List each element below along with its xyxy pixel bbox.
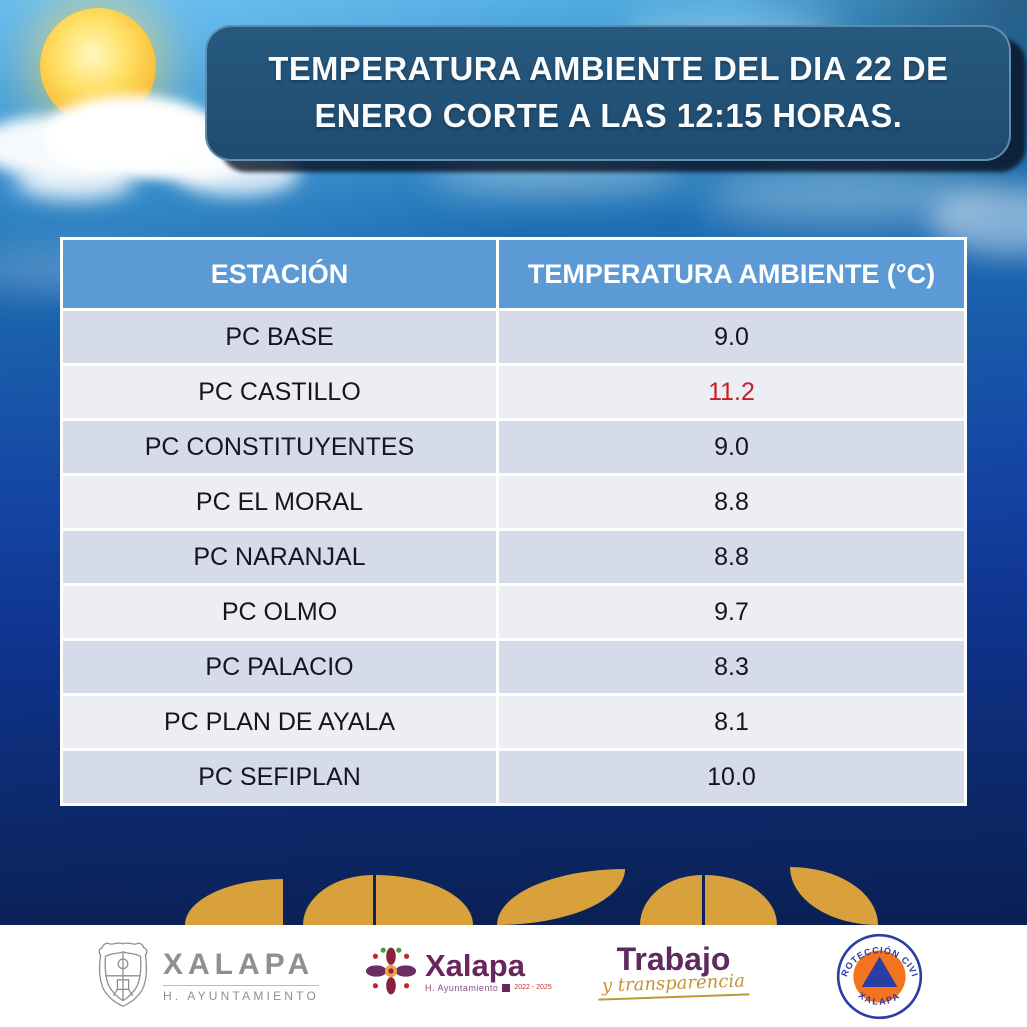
station-cell: PC OLMO <box>63 586 496 638</box>
gold-petal <box>303 875 373 925</box>
station-cell: PC BASE <box>63 311 496 363</box>
temp-cell: 8.3 <box>499 641 964 693</box>
temp-cell: 10.0 <box>499 751 964 803</box>
table-header-row: ESTACIÓN TEMPERATURA AMBIENTE (°C) <box>63 240 964 308</box>
table-row: PC CONSTITUYENTES 9.0 <box>63 421 964 473</box>
gold-petal <box>705 875 777 925</box>
title-line-1: TEMPERATURA AMBIENTE DEL DIA 22 DE <box>268 50 948 88</box>
gold-petal <box>185 879 283 925</box>
station-cell: PC PLAN DE AYALA <box>63 696 496 748</box>
footer-bar: XALAPA H. AYUNTAMIENTO Xalapa <box>0 925 1027 1027</box>
temp-cell: 9.7 <box>499 586 964 638</box>
gold-petal <box>640 875 702 925</box>
cloud-wisp <box>700 165 990 225</box>
title-line-2: ENERO CORTE A LAS 12:15 HORAS. <box>314 97 902 134</box>
xalapa-wordmark: Xalapa <box>425 947 525 983</box>
gold-petal <box>790 867 878 925</box>
seal-icon <box>98 942 148 1007</box>
temp-cell: 8.1 <box>499 696 964 748</box>
temp-cell: 9.0 <box>499 311 964 363</box>
table-row: PC OLMO 9.7 <box>63 586 964 638</box>
temp-cell: 8.8 <box>499 476 964 528</box>
table-row: PC EL MORAL 8.8 <box>63 476 964 528</box>
xalapa-emblem-icon <box>365 947 417 995</box>
station-cell: PC EL MORAL <box>63 476 496 528</box>
trabajo-wordmark: Trabajo <box>616 941 731 977</box>
gold-petal <box>497 869 625 925</box>
proteccion-civil-logo: PROTECCIÓN CIVIL XALAPA <box>836 933 923 1020</box>
xalapa-color-logo: Xalapa H. Ayuntamiento 2022 - 2025 <box>365 943 552 999</box>
station-cell: PC PALACIO <box>63 641 496 693</box>
seal-subtitle: H. AYUNTAMIENTO <box>163 984 320 1003</box>
temp-cell: 9.0 <box>499 421 964 473</box>
xalapa-ayuntamiento-seal-logo: XALAPA H. AYUNTAMIENTO <box>95 939 320 1011</box>
title-banner: TEMPERATURA AMBIENTE DEL DIA 22 DE ENERO… <box>205 25 1011 161</box>
xalapa-period-box <box>502 983 511 992</box>
proteccion-civil-icon: PROTECCIÓN CIVIL XALAPA <box>836 933 923 1020</box>
page-title: TEMPERATURA AMBIENTE DEL DIA 22 DE ENERO… <box>268 46 948 140</box>
station-cell: PC CASTILLO <box>63 366 496 418</box>
cloud-icon <box>15 160 135 200</box>
station-cell: PC NARANJAL <box>63 531 496 583</box>
temperature-table: ESTACIÓN TEMPERATURA AMBIENTE (°C) PC BA… <box>60 237 967 806</box>
table-row: PC PALACIO 8.3 <box>63 641 964 693</box>
table-row: PC NARANJAL 8.8 <box>63 531 964 583</box>
temp-cell-highlighted: 11.2 <box>499 366 964 418</box>
table-row: PC CASTILLO 11.2 <box>63 366 964 418</box>
seal-wordmark: XALAPA <box>163 947 315 981</box>
column-header-station: ESTACIÓN <box>63 240 496 308</box>
trabajo-transparencia-logo: Trabajo y transparencia <box>597 941 750 1001</box>
table-row: PC BASE 9.0 <box>63 311 964 363</box>
xalapa-period: 2022 - 2025 <box>514 984 552 991</box>
table-row: PC SEFIPLAN 10.0 <box>63 751 964 803</box>
column-header-temperature: TEMPERATURA AMBIENTE (°C) <box>499 240 964 308</box>
station-cell: PC CONSTITUYENTES <box>63 421 496 473</box>
xalapa-subtitle: H. Ayuntamiento <box>425 982 499 993</box>
table-row: PC PLAN DE AYALA 8.1 <box>63 696 964 748</box>
station-cell: PC SEFIPLAN <box>63 751 496 803</box>
transparencia-script: y transparencia <box>597 970 750 1001</box>
temp-cell: 8.8 <box>499 531 964 583</box>
gold-petal <box>376 875 473 925</box>
